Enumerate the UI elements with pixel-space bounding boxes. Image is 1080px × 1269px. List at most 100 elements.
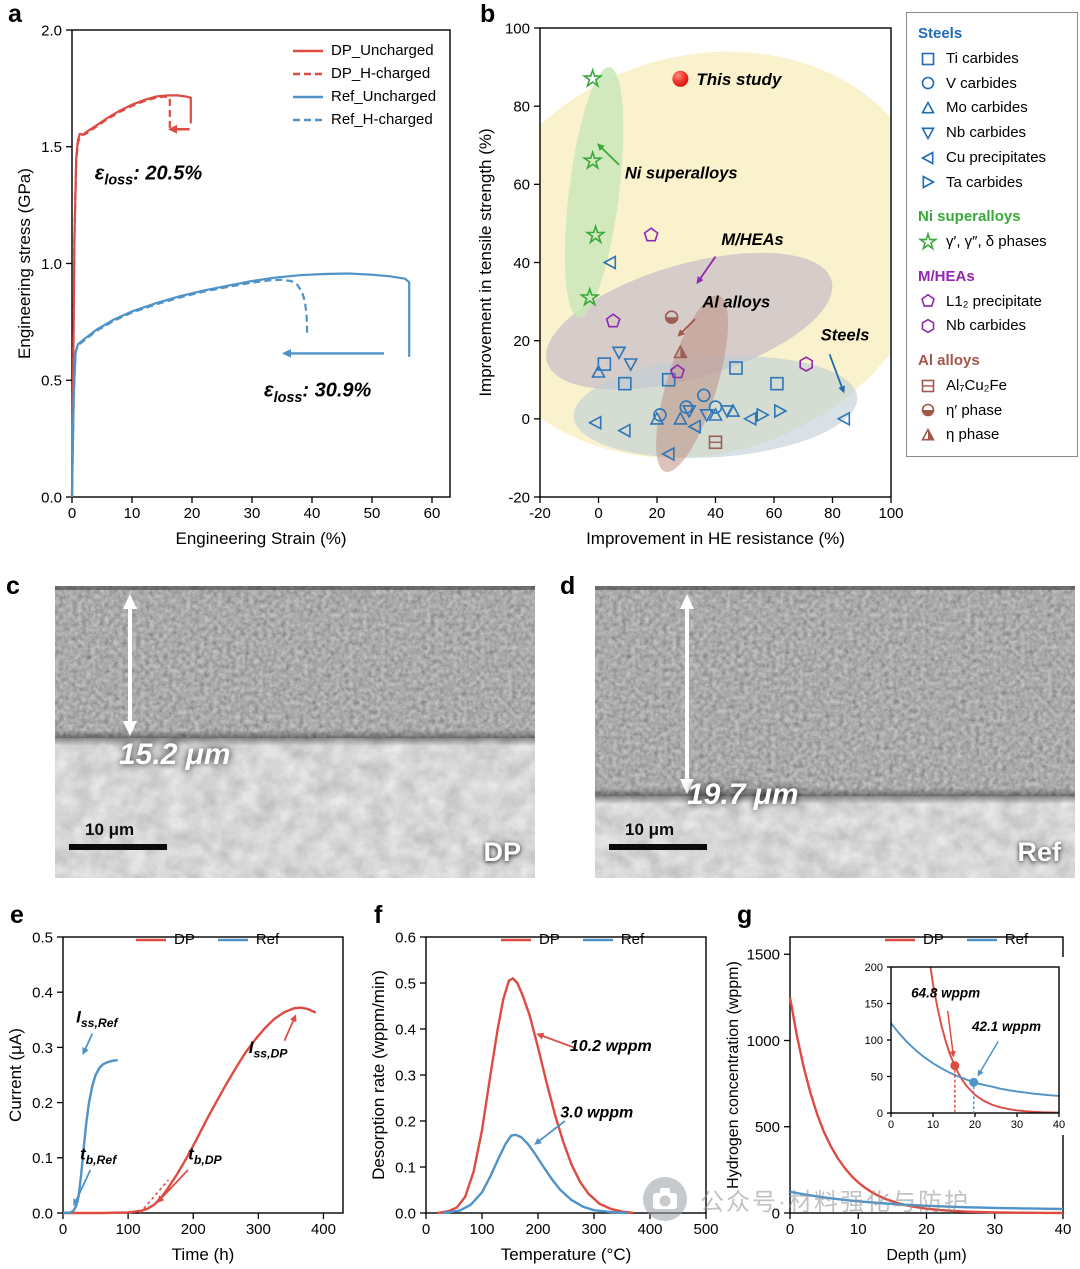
legend-item: Ti carbides <box>918 48 1066 70</box>
y-axis-label: Current (μA) <box>6 1028 25 1122</box>
region-label: Ni superalloys <box>625 164 738 182</box>
legend-section-header: Al alloys <box>918 352 980 369</box>
svg-text:0.0: 0.0 <box>395 1205 416 1222</box>
svg-text:20: 20 <box>184 505 201 522</box>
series-DP_Uncharged <box>70 94 192 498</box>
svg-text:20: 20 <box>918 1221 935 1238</box>
svg-text:10: 10 <box>927 1119 939 1131</box>
region-al-alloys <box>656 295 729 472</box>
legend-line-swatch <box>293 72 323 75</box>
svg-text:40: 40 <box>304 505 321 522</box>
annotation: Iss,DP <box>249 1038 289 1060</box>
legend-label: DP_Uncharged <box>331 42 434 59</box>
legend-item: Ref <box>582 931 644 948</box>
svg-text:0.1: 0.1 <box>395 1159 416 1176</box>
svg-text:100: 100 <box>469 1221 494 1238</box>
permeation-current-chart: 0 100 200 300 400 0.0 0.1 0.2 0.3 0.4 0.5 Time (h) C… <box>6 929 344 1264</box>
svg-text:300: 300 <box>246 1221 271 1238</box>
legend-item: γ′, γ″, δ phases <box>918 231 1066 253</box>
svg-text:200: 200 <box>865 962 883 974</box>
legend-label: Cu precipitates <box>946 148 1047 166</box>
legend-line-swatch <box>885 938 915 941</box>
legend-item: η phase <box>918 424 1066 446</box>
legend-label: Ref <box>620 931 645 948</box>
legend-item: DP <box>884 931 944 948</box>
annotation: 10.2 wppm <box>570 1038 652 1055</box>
triangle-up-marker-icon <box>921 100 935 114</box>
y-axis-label: Improvement in tensile strength (%) <box>476 128 495 396</box>
watermark: 公众号·材料强化与防护 <box>642 1176 970 1222</box>
circle-marker-icon <box>921 77 935 90</box>
svg-text:0.4: 0.4 <box>32 985 53 1002</box>
legend-item: Cu precipitates <box>918 147 1066 169</box>
legend-item: DP_Uncharged <box>292 42 436 59</box>
scalebar-label-dp: 10 μm <box>85 820 135 839</box>
panel-label-g: g <box>737 901 753 929</box>
svg-text:0: 0 <box>422 1221 430 1238</box>
chart-f-legend: DP Ref <box>500 931 644 948</box>
svg-text:0: 0 <box>786 1221 794 1238</box>
sample-label-dp: DP <box>483 837 521 867</box>
legend-line-swatch <box>293 95 323 98</box>
hexagon-marker-icon <box>921 318 935 334</box>
svg-text:0: 0 <box>877 1108 883 1120</box>
this-study-marker <box>672 70 689 87</box>
legend-item: DP <box>135 931 195 948</box>
legend-item: η′ phase <box>918 400 1066 422</box>
watermark-camera-icon <box>643 1177 687 1221</box>
region-steels <box>573 356 858 458</box>
legend-label: Ref <box>1004 931 1029 948</box>
legend-label: Ref_Uncharged <box>331 88 437 105</box>
legend-item: Ref_H-charged <box>292 111 436 128</box>
svg-text:100: 100 <box>505 20 530 37</box>
legend-item: V carbides <box>918 73 1066 95</box>
chart-a-legend: DP_Uncharged DP_H-charged Ref_Uncharged Ref… <box>292 42 436 128</box>
legend-label: V carbides <box>946 74 1017 92</box>
svg-text:30: 30 <box>1011 1119 1023 1131</box>
legend-line-swatch <box>501 938 531 941</box>
svg-text:200: 200 <box>525 1221 550 1238</box>
legend-label: DP_H-charged <box>331 65 431 82</box>
svg-text:10: 10 <box>850 1221 867 1238</box>
svg-text:0.1: 0.1 <box>32 1150 53 1167</box>
legend-line-swatch <box>293 118 323 121</box>
desorption-rate-chart: 0 100 200 300 400 500 0.0 0.1 0.2 0.3 0.4 0.5 0.6 Tem… <box>369 929 719 1264</box>
thickness-label-dp: 15.2 μm <box>119 738 231 771</box>
svg-text:0: 0 <box>68 505 76 522</box>
square-line-marker-icon <box>921 379 935 392</box>
legend-label: DP <box>539 931 560 948</box>
svg-text:0: 0 <box>772 1205 780 1222</box>
svg-text:400: 400 <box>637 1221 662 1238</box>
x-axis-label: Depth (μm) <box>886 1247 966 1264</box>
svg-text:500: 500 <box>755 1119 780 1136</box>
series-Ref_H-charged <box>70 278 309 498</box>
svg-text:80: 80 <box>513 99 530 116</box>
y-axis-label: Desorption rate (wppm/min) <box>369 970 388 1180</box>
series-DP <box>788 997 1063 1215</box>
triangle-left-marker-icon <box>920 150 934 165</box>
x-axis-label: Engineering Strain (%) <box>175 529 346 548</box>
svg-text:40: 40 <box>1053 1119 1065 1131</box>
legend-item: Al₇Cu₂Fe <box>918 375 1066 397</box>
svg-text:0.3: 0.3 <box>395 1067 416 1084</box>
legend-label: Ref_H-charged <box>331 111 433 128</box>
thickness-label-ref: 19.7 μm <box>687 778 799 811</box>
legend-label: γ′, γ″, δ phases <box>946 233 1047 250</box>
legend-line-swatch <box>582 938 613 941</box>
legend-item: Ref <box>217 931 279 948</box>
svg-text:0: 0 <box>594 505 602 522</box>
svg-text:60: 60 <box>513 177 530 194</box>
svg-text:50: 50 <box>871 1071 883 1083</box>
svg-text:1500: 1500 <box>747 947 780 964</box>
region-label: Steels <box>821 327 870 345</box>
svg-text:20: 20 <box>513 333 530 350</box>
svg-text:20: 20 <box>649 505 666 522</box>
panel-label-e: e <box>10 901 24 929</box>
svg-text:2.0: 2.0 <box>41 22 62 39</box>
svg-text:1.0: 1.0 <box>41 256 62 273</box>
scatter-legend-box: Steels Ti carbides V carbides Mo carbides Nb… <box>906 12 1078 457</box>
legend-label: η phase <box>946 426 1000 444</box>
series-DP <box>63 1006 317 1215</box>
svg-text:40: 40 <box>1055 1221 1072 1238</box>
